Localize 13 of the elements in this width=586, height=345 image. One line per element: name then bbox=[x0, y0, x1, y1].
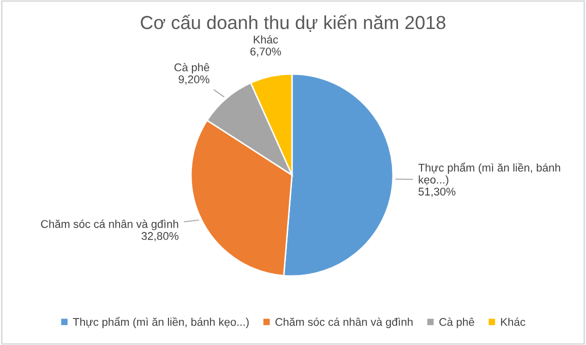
slice-label: Cà phê bbox=[174, 63, 210, 74]
legend-label: Chăm sóc cá nhân và gđình bbox=[275, 318, 413, 328]
data-label: 51,30% bbox=[418, 188, 456, 197]
data-label: 6,70% bbox=[250, 48, 281, 57]
legend-label: Thực phẩm (mì ăn liền, bánh kẹo...) bbox=[72, 316, 249, 328]
legend-label: Khác bbox=[501, 318, 526, 326]
slice-label: Khác bbox=[254, 35, 278, 44]
slice-label: Thực phẩm (mì ăn liền, bánh kẹo...) bbox=[418, 162, 560, 186]
chart-title: Cơ cấu doanh thu dự kiến năm 2018 bbox=[140, 14, 446, 32]
data-label: 9,20% bbox=[178, 75, 210, 85]
data-label: 32,80% bbox=[142, 232, 178, 242]
legend-label: Cà phê bbox=[439, 318, 474, 328]
slice-label: Chăm sóc cá nhân và gđình bbox=[41, 220, 178, 230]
